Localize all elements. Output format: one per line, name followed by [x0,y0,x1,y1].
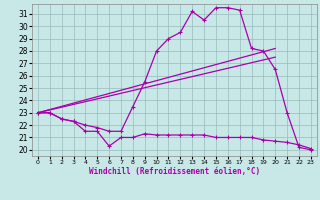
X-axis label: Windchill (Refroidissement éolien,°C): Windchill (Refroidissement éolien,°C) [89,167,260,176]
